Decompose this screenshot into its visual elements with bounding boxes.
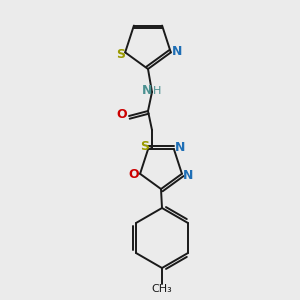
- Text: S: S: [116, 48, 125, 61]
- Text: CH₃: CH₃: [152, 284, 172, 294]
- Text: H: H: [153, 86, 161, 96]
- Text: O: O: [117, 107, 127, 121]
- Text: N: N: [175, 141, 185, 154]
- Text: S: S: [140, 140, 149, 154]
- Text: O: O: [129, 168, 140, 181]
- Text: N: N: [172, 45, 182, 58]
- Text: N: N: [183, 169, 193, 182]
- Text: N: N: [142, 85, 152, 98]
